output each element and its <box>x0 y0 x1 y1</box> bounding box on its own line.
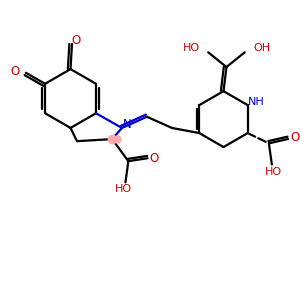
Text: OH: OH <box>253 43 270 53</box>
Text: HO: HO <box>265 167 282 177</box>
Text: HO: HO <box>183 43 200 53</box>
Text: NH: NH <box>248 97 264 106</box>
Text: O: O <box>72 34 81 47</box>
Text: O: O <box>290 131 299 144</box>
Text: O: O <box>149 152 159 165</box>
Text: HO: HO <box>115 184 132 194</box>
Text: N: N <box>123 118 132 131</box>
Text: O: O <box>11 65 20 78</box>
